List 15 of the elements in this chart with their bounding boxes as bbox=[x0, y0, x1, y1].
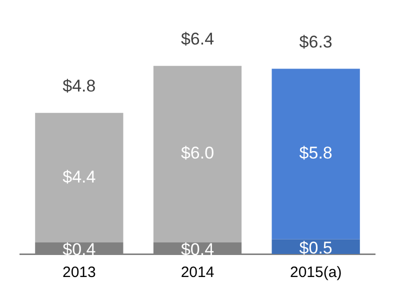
data-label: $0.5 bbox=[299, 238, 332, 258]
bar bbox=[153, 66, 242, 242]
x-tick-label: 2013 bbox=[62, 264, 96, 282]
data-label: $0.4 bbox=[180, 240, 214, 259]
data-label: $0.4 bbox=[62, 240, 96, 259]
data-label: $4.4 bbox=[62, 167, 96, 186]
bar bbox=[272, 68, 360, 240]
bar bbox=[35, 112, 124, 242]
x-tick-label: 2015(a) bbox=[290, 264, 342, 282]
x-tick-label: 2014 bbox=[180, 264, 214, 282]
total-label: $6.3 bbox=[299, 32, 332, 52]
total-label: $6.4 bbox=[180, 30, 214, 49]
total-label: $4.8 bbox=[62, 76, 96, 96]
data-label: $6.0 bbox=[180, 144, 214, 163]
data-label: $5.8 bbox=[299, 144, 332, 163]
